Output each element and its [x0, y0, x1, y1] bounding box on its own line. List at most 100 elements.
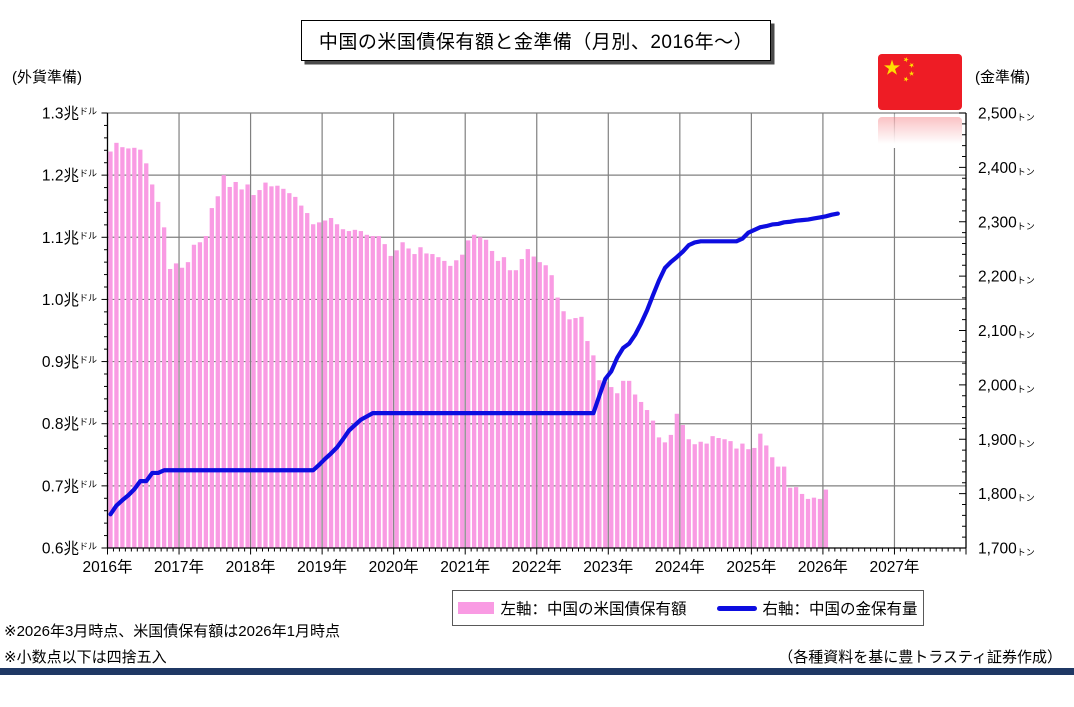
bar — [293, 196, 298, 548]
bar — [764, 445, 769, 548]
bar — [811, 497, 817, 548]
bar — [549, 275, 554, 548]
bar — [752, 447, 757, 548]
bar — [525, 249, 530, 548]
bar — [281, 188, 286, 548]
bar — [257, 190, 262, 548]
left-axis-caption: (外貨準備) — [12, 69, 82, 86]
legend-bar-label: 左軸：中国の米国債保有額 — [500, 601, 687, 618]
china-flag-icon — [878, 51, 962, 113]
bar — [394, 250, 399, 548]
bar — [805, 498, 811, 548]
bar — [418, 247, 423, 549]
bar — [179, 267, 185, 548]
bar — [799, 493, 805, 548]
bar — [782, 466, 787, 548]
bar — [424, 253, 429, 548]
bar — [686, 439, 691, 548]
bar — [221, 175, 226, 548]
bar — [519, 259, 524, 548]
bar — [585, 341, 590, 548]
bar — [591, 355, 596, 548]
bar — [603, 382, 608, 548]
bar — [793, 487, 799, 548]
legend-line-label: 右軸：中国の金保有量 — [762, 601, 918, 618]
bar — [156, 201, 161, 549]
bar — [507, 270, 513, 548]
bar — [311, 224, 316, 549]
right-axis-tick-label: 2,400トン — [978, 160, 1035, 177]
bar — [728, 441, 733, 548]
chart-title-box: 中国の米国債保有額と金準備（月別、2016年～） — [301, 20, 771, 61]
bar — [776, 466, 781, 548]
bar — [167, 268, 173, 548]
bar — [680, 424, 685, 548]
bottom-navy-bar — [0, 668, 1074, 675]
gold-line-series — [108, 211, 840, 517]
left-axis-tick-label: 1.0兆ドル — [42, 291, 97, 309]
bar — [215, 196, 220, 548]
right-axis-tick-label: 2,500トン — [978, 106, 1035, 123]
x-axis-tick-label: 2026年 — [798, 558, 848, 576]
x-axis-tick-label: 2024年 — [655, 558, 705, 576]
left-axis-tick-label: 0.7兆ドル — [42, 477, 97, 495]
bar — [108, 151, 113, 548]
bar — [460, 254, 465, 548]
bar — [406, 248, 411, 548]
bar — [662, 442, 668, 548]
right-axis-tick-label: 2,200トン — [978, 269, 1035, 286]
left-axis-tick-label: 0.6兆ドル — [42, 540, 97, 558]
bar — [477, 237, 483, 549]
bar — [161, 227, 167, 548]
bar — [483, 239, 489, 548]
bar — [489, 250, 495, 548]
source-credit: （各種資料を基に豊トラスティ証券作成） — [778, 649, 1062, 666]
bar — [144, 163, 149, 548]
bar — [692, 444, 697, 548]
bar — [430, 254, 435, 548]
bar — [364, 234, 369, 549]
bar — [638, 401, 644, 548]
bar — [513, 270, 519, 548]
bar — [340, 229, 346, 548]
bar — [555, 297, 560, 548]
bar — [442, 260, 447, 548]
bar — [543, 265, 548, 548]
legend-bar-swatch-icon — [458, 602, 495, 614]
x-axis-tick-label: 2016年 — [83, 558, 133, 576]
bar — [746, 449, 751, 548]
bar-series — [108, 142, 829, 549]
bar — [412, 254, 417, 548]
right-axis-tick-label: 2,300トン — [978, 214, 1035, 231]
bar — [537, 262, 542, 548]
x-axis-tick-label: 2020年 — [369, 558, 419, 576]
bar — [150, 184, 155, 548]
bar — [197, 242, 203, 548]
bar — [770, 457, 775, 548]
bar — [305, 213, 310, 549]
bar — [817, 498, 823, 548]
x-axis-tick-label: 2021年 — [440, 558, 490, 576]
bar — [191, 244, 197, 549]
bar — [573, 318, 578, 548]
bar — [346, 231, 352, 548]
bar — [358, 231, 364, 548]
chart-title: 中国の米国債保有額と金準備（月別、2016年～） — [318, 32, 754, 53]
bar — [299, 205, 304, 548]
bar — [722, 439, 727, 548]
bar — [275, 185, 280, 548]
bar — [597, 380, 602, 548]
bar — [632, 394, 638, 548]
bar — [352, 229, 358, 548]
bar — [668, 434, 674, 548]
note-rounding: ※小数点以下は四捨五入 — [4, 649, 167, 666]
bar — [209, 208, 214, 548]
bar — [531, 256, 536, 548]
bar — [173, 263, 179, 548]
bar — [448, 265, 453, 548]
bar — [466, 240, 471, 548]
note-asof: ※2026年3月時点、米国債保有額は2026年1月時点 — [4, 623, 340, 640]
bar — [328, 218, 334, 548]
bar — [185, 262, 191, 548]
